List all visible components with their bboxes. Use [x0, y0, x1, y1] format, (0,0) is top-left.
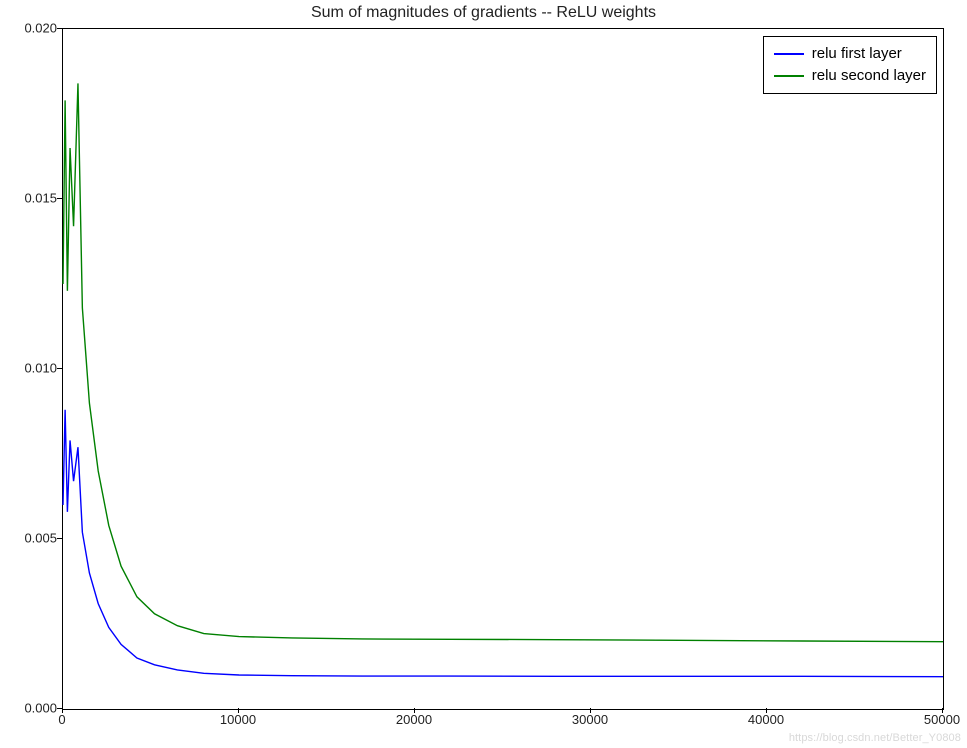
- xtick-mark: [62, 708, 63, 713]
- ytick-mark: [57, 28, 62, 29]
- legend-swatch: [774, 75, 804, 77]
- xtick-label: 30000: [572, 712, 608, 727]
- legend-label: relu first layer: [812, 43, 902, 65]
- ytick-mark: [57, 368, 62, 369]
- xtick-mark: [590, 708, 591, 713]
- xtick-label: 10000: [220, 712, 256, 727]
- series-line: [63, 83, 943, 641]
- line-canvas: [63, 29, 943, 709]
- plot-area: [62, 28, 944, 710]
- ytick-label: 0.010: [7, 361, 57, 376]
- chart-title: Sum of magnitudes of gradients -- ReLU w…: [0, 4, 967, 22]
- watermark: https://blog.csdn.net/Better_Y0808: [789, 732, 961, 744]
- ytick-label: 0.005: [7, 531, 57, 546]
- legend: relu first layerrelu second layer: [763, 36, 937, 94]
- series-line: [63, 410, 943, 677]
- xtick-mark: [766, 708, 767, 713]
- ytick-label: 0.020: [7, 21, 57, 36]
- xtick-label: 40000: [748, 712, 784, 727]
- xtick-mark: [414, 708, 415, 713]
- xtick-label: 20000: [396, 712, 432, 727]
- ytick-mark: [57, 198, 62, 199]
- ytick-mark: [57, 538, 62, 539]
- xtick-label: 50000: [924, 712, 960, 727]
- legend-swatch: [774, 53, 804, 55]
- legend-item: relu first layer: [774, 43, 926, 65]
- ytick-label: 0.000: [7, 701, 57, 716]
- ytick-label: 0.015: [7, 191, 57, 206]
- legend-item: relu second layer: [774, 65, 926, 87]
- legend-label: relu second layer: [812, 65, 926, 87]
- xtick-mark: [238, 708, 239, 713]
- xtick-label: 0: [58, 712, 65, 727]
- chart-container: Sum of magnitudes of gradients -- ReLU w…: [0, 0, 967, 748]
- xtick-mark: [942, 708, 943, 713]
